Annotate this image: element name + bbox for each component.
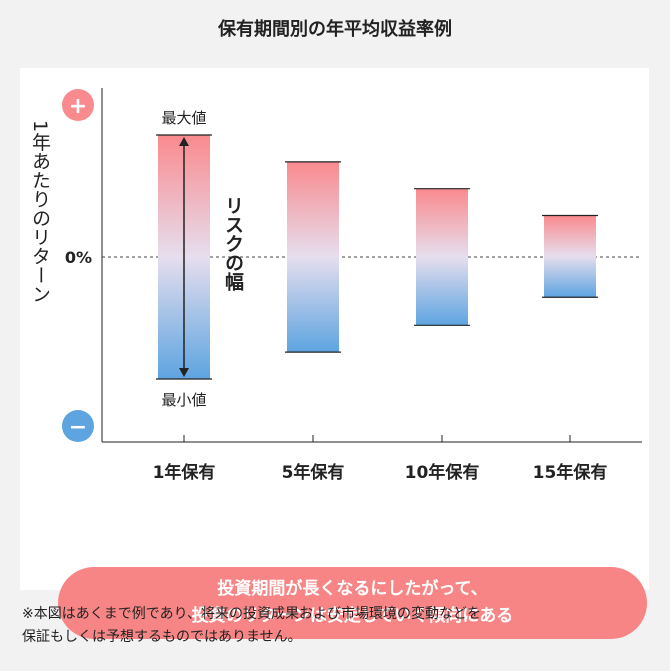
- x-tick-label: 15年保有: [533, 462, 608, 483]
- x-tick-label: 5年保有: [282, 462, 345, 483]
- range-bar: [416, 188, 468, 326]
- plus-label: +: [69, 94, 87, 119]
- caption-banner: 投資期間が長くなるにしたがって、 投資のリターンは安定していく傾向にある: [58, 567, 647, 639]
- disclaimer-note: ※本図はあくまで例であり、将来の投資成果および市場環境の変動などを 保証もしくは…: [22, 606, 482, 645]
- zero-tick-label: 0%: [65, 248, 92, 267]
- plus-icon: [62, 89, 94, 121]
- minus-label: −: [69, 415, 87, 440]
- x-tick-label: 1年保有: [153, 462, 216, 483]
- x-tick-label: 10年保有: [405, 462, 480, 483]
- range-bar: [544, 215, 596, 298]
- chart-panel: 0% + − 1年あたりのリターン 1年保有 5年保有 10年保有 15年保有 最大値最小値 リス…: [20, 68, 649, 639]
- min-value-label: 最小値: [161, 391, 206, 409]
- risk-range-arrow-down: [179, 368, 189, 377]
- risk-range-arrow-up: [179, 137, 189, 146]
- risk-range-label: リスクの幅: [222, 196, 244, 292]
- max-value-label: 最大値: [161, 109, 206, 127]
- minus-icon: [62, 410, 94, 442]
- range-bar: [287, 161, 339, 353]
- chart-title: 保有期間別の年平均収益率例: [218, 19, 452, 40]
- y-axis-label: 1年あたりのリターン: [29, 120, 51, 303]
